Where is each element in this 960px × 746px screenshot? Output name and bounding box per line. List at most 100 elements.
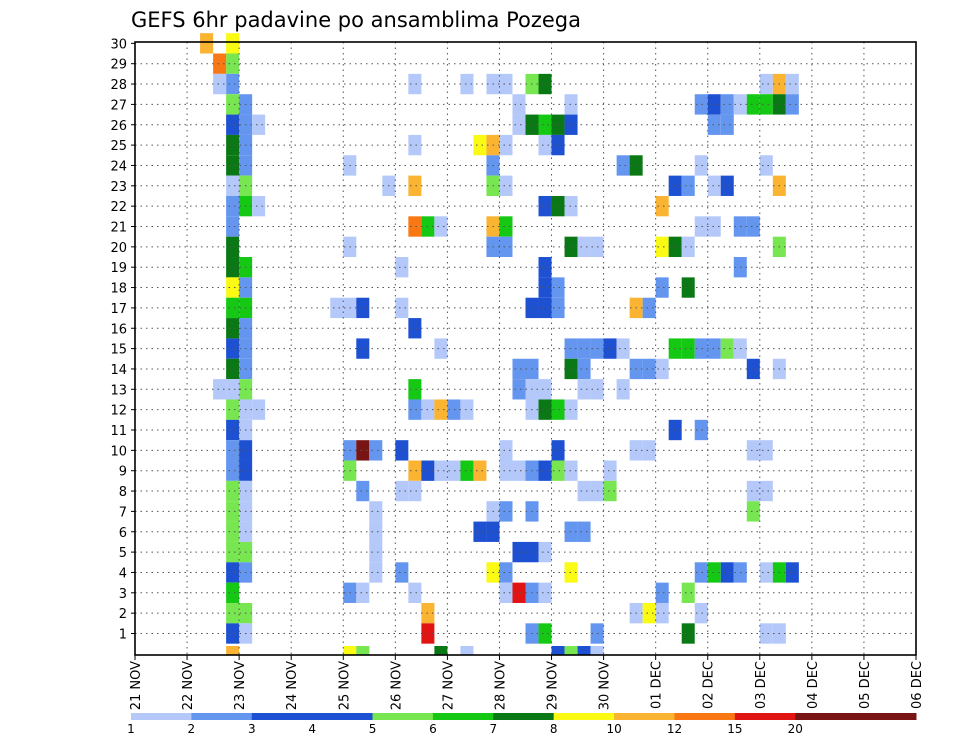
heatmap-cell (694, 155, 708, 176)
heatmap-cell (369, 501, 383, 522)
heatmap-cell (512, 460, 526, 481)
heatmap-cell (408, 379, 422, 400)
heatmap-cell (356, 646, 370, 655)
y-tick-label: 6 (119, 526, 127, 541)
heatmap-cell (512, 94, 526, 115)
heatmap-cell (603, 460, 617, 481)
colorbar-swatch (614, 713, 675, 720)
heatmap-cell (785, 73, 799, 95)
heatmap-cell (720, 114, 734, 135)
heatmap-cell (551, 646, 565, 655)
heatmap-cell (564, 562, 578, 583)
y-tick-label: 4 (119, 566, 127, 581)
heatmap-cell (785, 562, 799, 583)
heatmap-cell (395, 257, 409, 278)
heatmap-cell (551, 277, 565, 298)
heatmap-cell (226, 338, 240, 359)
colorbar-label: 1 (127, 722, 135, 736)
y-tick-label: 20 (110, 241, 127, 256)
heatmap-cell (226, 134, 240, 156)
heatmap-cell (538, 623, 552, 644)
x-tick-label: 30 NOV (598, 661, 613, 710)
heatmap-cell (759, 155, 773, 176)
y-tick-label: 28 (110, 78, 127, 93)
grid-lines (135, 42, 916, 655)
heatmap-cell (577, 646, 591, 655)
heatmap-cell (447, 460, 461, 481)
heatmap-cell (577, 338, 591, 359)
heatmap-cell (564, 94, 578, 115)
heatmap-cell (655, 358, 669, 380)
colorbar-swatch (191, 713, 253, 720)
heatmap-cell (226, 440, 240, 461)
heatmap-cell (226, 277, 240, 298)
heatmap-cell (512, 582, 526, 603)
heatmap-cell (603, 338, 617, 359)
colorbar-swatch (493, 713, 555, 720)
x-tick-label: 23 NOV (233, 661, 248, 710)
heatmap-cell (226, 480, 240, 502)
heatmap-cell (655, 582, 669, 603)
heatmap-cell (720, 338, 734, 359)
heatmap-cell (785, 94, 799, 115)
heatmap-cell (538, 379, 552, 400)
heatmap-cell (746, 480, 760, 502)
heatmap-cell (538, 460, 552, 481)
x-axis: 21 NOV 22 NOV 23 NOV 24 NOV 25 NOV 26 NOV 27 N… (129, 655, 925, 710)
heatmap-cell (226, 94, 240, 115)
heatmap-cell (226, 541, 240, 563)
heatmap-cell (694, 419, 708, 441)
y-tick-label: 12 (110, 404, 127, 419)
heatmap-cell (226, 33, 240, 54)
heatmap-cell (213, 379, 227, 400)
heatmap-cell (434, 216, 448, 237)
heatmap-cell (746, 216, 760, 237)
heatmap-cell (681, 175, 695, 196)
heatmap-cell (759, 440, 773, 461)
y-tick-label: 22 (110, 200, 127, 215)
heatmap-cell (408, 460, 422, 481)
chart-title: GEFS 6hr padavine po ansamblima Pozega (131, 8, 581, 32)
colorbar-legend: 1 2 3 4 5 6 7 8 10 12 15 20 (127, 713, 917, 736)
heatmap-cell (655, 277, 669, 298)
heatmap-cell (356, 338, 370, 359)
heatmap-cell (356, 480, 370, 502)
colorbar-swatch (432, 713, 494, 720)
heatmap-cell (343, 646, 357, 655)
heatmap-cell (395, 480, 409, 502)
heatmap-cell (434, 460, 448, 481)
heatmap-cell (538, 257, 552, 278)
heatmap-cell (551, 399, 565, 420)
heatmap-cell (564, 358, 578, 380)
heatmap-cell (226, 460, 240, 481)
heatmap-cell (694, 94, 708, 115)
x-tick-label: 02 DEC (702, 661, 717, 709)
colorbar-label: 10 (606, 722, 621, 736)
heatmap-cell (226, 73, 240, 95)
colorbar-swatch (251, 713, 313, 720)
heatmap-cell (226, 646, 240, 655)
heatmap-cell (408, 480, 422, 502)
x-tick-label: 27 NOV (441, 661, 456, 710)
x-tick-label: 22 NOV (181, 661, 196, 710)
heatmap-cell (551, 134, 565, 156)
y-tick-label: 7 (119, 505, 127, 520)
heatmap-cell (564, 114, 578, 135)
heatmap-cells (200, 33, 799, 655)
heatmap-cell (369, 521, 383, 542)
heatmap-cell (460, 460, 474, 481)
heatmap-cell (473, 134, 487, 156)
colorbar-label: 3 (248, 722, 256, 736)
y-tick-label: 15 (110, 343, 127, 358)
y-tick-label: 14 (110, 363, 127, 378)
colorbar-swatch (734, 713, 796, 720)
heatmap-cell (720, 94, 734, 115)
heatmap-cell (252, 114, 266, 135)
heatmap-cell (590, 646, 604, 655)
y-tick-label: 26 (110, 119, 127, 134)
heatmap-cell (473, 521, 487, 542)
heatmap-cell (577, 521, 591, 542)
colorbar-swatch (553, 713, 615, 720)
